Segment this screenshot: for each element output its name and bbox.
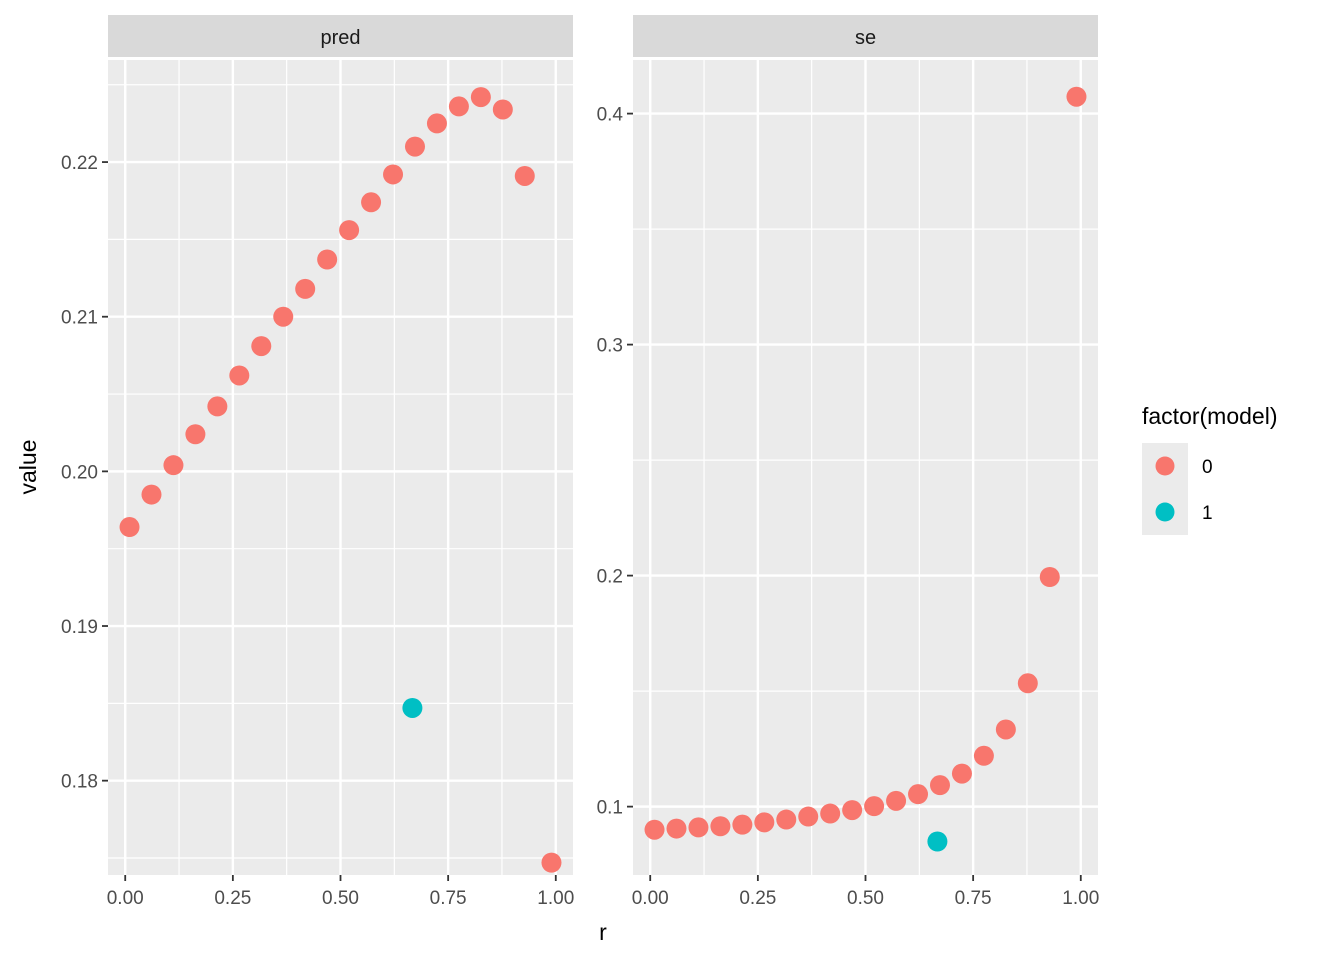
point-se-model-0: [1017, 673, 1038, 694]
x-axis-title: r: [599, 919, 607, 945]
point-se-model-0: [886, 790, 907, 811]
point-se-model-0: [951, 763, 972, 784]
point-pred-model-0: [295, 278, 316, 299]
legend-key-1: [1155, 502, 1175, 522]
legend-key-0: [1155, 456, 1175, 476]
point-pred-model-0: [163, 455, 184, 476]
point-pred-model-0: [185, 424, 206, 445]
y-tick-label: 0.18: [61, 772, 98, 793]
point-se-model-0: [864, 796, 885, 817]
point-pred-model-0: [541, 852, 562, 873]
point-pred-model-0: [426, 113, 447, 134]
point-se-model-0: [929, 775, 950, 796]
point-se-model-0: [1066, 86, 1087, 107]
point-pred-model-0: [514, 165, 535, 186]
x-tick-label: 0.75: [430, 888, 467, 909]
x-tick-label: 0.25: [739, 888, 776, 909]
point-pred-model-0: [448, 96, 469, 117]
point-se-model-1: [927, 831, 948, 852]
point-se-model-0: [644, 819, 665, 840]
point-pred-model-0: [251, 336, 272, 357]
point-se-model-0: [820, 803, 841, 824]
strip-se: [633, 15, 1098, 57]
point-se-model-0: [1039, 566, 1060, 587]
point-pred-model-0: [492, 99, 513, 120]
x-tick-label: 1.00: [1062, 888, 1099, 909]
y-tick-label: 0.2: [597, 567, 623, 588]
point-pred-model-0: [383, 164, 404, 185]
y-axis-title: value: [15, 440, 41, 495]
point-pred-model-0: [207, 396, 228, 417]
point-se-model-0: [754, 812, 775, 833]
strip-label-se: se: [855, 27, 876, 49]
y-tick-label: 0.20: [61, 462, 98, 483]
point-pred-model-0: [317, 249, 338, 270]
legend: factor(model) 0 1: [1142, 403, 1277, 535]
point-se-model-0: [710, 816, 731, 837]
y-tick-label: 0.3: [597, 336, 623, 357]
point-pred-model-0: [229, 365, 250, 386]
panel-se: se 0.1 0.2 0.3 0.4 0.00 0.25 0.50 0.75 1.00: [597, 15, 1099, 909]
x-tick-label: 1.00: [537, 888, 574, 909]
point-pred-model-1: [402, 697, 423, 718]
point-pred-model-0: [470, 87, 491, 108]
point-se-model-0: [732, 814, 753, 835]
point-pred-model-0: [273, 306, 294, 327]
point-pred-model-0: [404, 136, 425, 157]
strip-label-pred: pred: [320, 27, 360, 49]
x-tick-label: 0.50: [322, 888, 359, 909]
y-tick-label: 0.22: [61, 153, 98, 174]
point-pred-model-0: [339, 220, 360, 241]
point-pred-model-0: [141, 484, 162, 505]
point-se-model-0: [688, 817, 709, 838]
point-se-model-0: [842, 800, 863, 821]
x-tick-label: 0.50: [847, 888, 884, 909]
y-tick-label: 0.1: [597, 798, 623, 819]
legend-title: factor(model): [1142, 403, 1277, 429]
y-tick-label: 0.4: [597, 105, 624, 126]
x-tick-label: 0.00: [632, 888, 669, 909]
x-tick-label: 0.25: [214, 888, 251, 909]
legend-label-0: 0: [1202, 457, 1213, 478]
point-se-model-0: [973, 745, 994, 766]
point-se-model-0: [798, 806, 819, 827]
point-se-model-0: [666, 818, 687, 839]
point-se-model-0: [995, 719, 1016, 740]
y-tick-label: 0.19: [61, 617, 98, 638]
legend-label-1: 1: [1202, 503, 1213, 524]
x-tick-label: 0.75: [955, 888, 992, 909]
point-se-model-0: [908, 784, 929, 805]
point-se-model-0: [776, 809, 797, 830]
y-tick-label: 0.21: [61, 308, 98, 329]
point-pred-model-0: [361, 192, 382, 213]
panel-pred: pred 0.18 0.19 0.20 0.21 0.22 0.00 0.25 0.50 0.…: [61, 15, 574, 909]
x-tick-label: 0.00: [107, 888, 144, 909]
strip-pred: [108, 15, 573, 57]
point-pred-model-0: [119, 517, 140, 538]
